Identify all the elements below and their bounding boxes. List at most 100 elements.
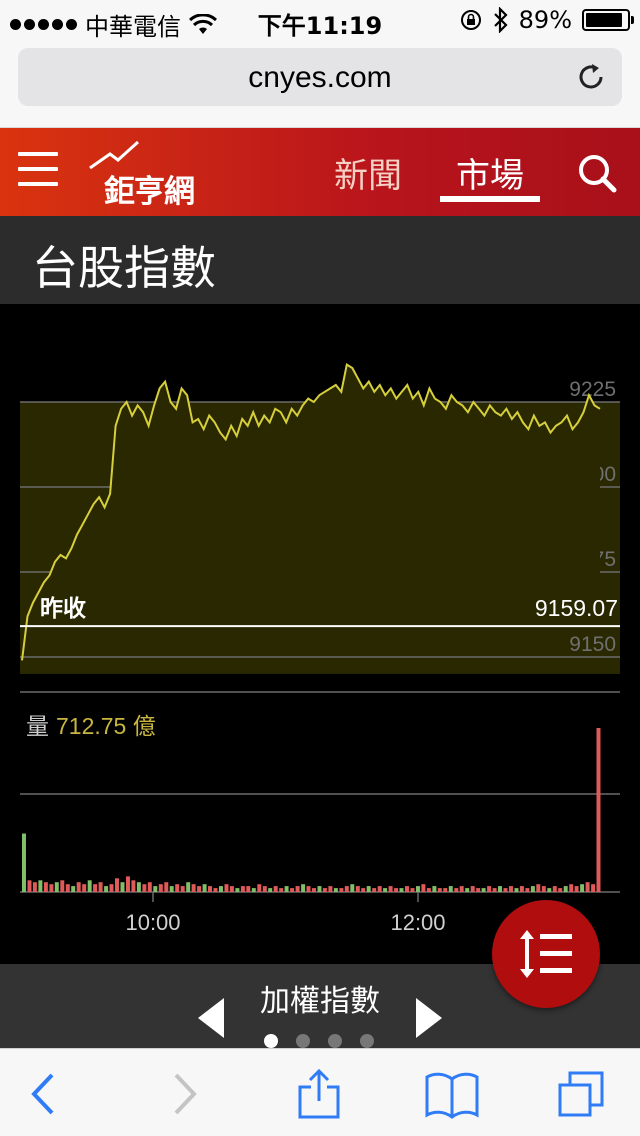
volume-bar bbox=[421, 884, 426, 892]
logo-text: 鉅亨網 bbox=[104, 174, 195, 210]
reload-icon[interactable] bbox=[574, 60, 608, 94]
previous-chart-button[interactable] bbox=[198, 998, 224, 1038]
volume-bar bbox=[279, 888, 284, 892]
tab-news[interactable]: 新聞 bbox=[334, 156, 402, 196]
volume-bar bbox=[273, 886, 278, 892]
volume-bar bbox=[295, 886, 300, 892]
chart-name: 加權指數 bbox=[260, 984, 380, 1019]
volume-bar bbox=[306, 886, 311, 892]
volume-bar bbox=[251, 888, 256, 892]
battery-percent: 89% bbox=[518, 6, 572, 34]
volume-bar bbox=[175, 884, 180, 892]
forward-icon[interactable] bbox=[158, 1069, 208, 1119]
next-chart-button[interactable] bbox=[416, 998, 442, 1038]
signal-strength-icon bbox=[10, 19, 77, 30]
volume-bar bbox=[22, 833, 26, 892]
y-tick-label: 9225 bbox=[569, 378, 616, 401]
volume-bar bbox=[476, 888, 481, 892]
x-tick-label: 12:00 bbox=[390, 910, 445, 935]
search-icon[interactable] bbox=[576, 152, 618, 194]
wifi-icon bbox=[189, 13, 217, 34]
volume-bar bbox=[525, 888, 530, 892]
volume-bar bbox=[405, 886, 409, 892]
back-icon[interactable] bbox=[22, 1069, 72, 1119]
tab-market[interactable]: 市場 bbox=[456, 156, 524, 196]
carrier-name: 中華電信 bbox=[85, 13, 181, 41]
volume-bar bbox=[153, 886, 158, 892]
volume-bar bbox=[317, 886, 322, 892]
volume-bar bbox=[383, 888, 388, 892]
url-field[interactable]: cnyes.com bbox=[18, 48, 622, 106]
volume-bar bbox=[246, 886, 251, 892]
volume-bar bbox=[591, 884, 596, 892]
volume-bar bbox=[98, 882, 103, 892]
volume-bar bbox=[519, 886, 524, 892]
volume-bar bbox=[541, 886, 546, 892]
volume-bar bbox=[465, 888, 470, 892]
volume-bar bbox=[416, 886, 420, 892]
volume-bar bbox=[240, 886, 245, 892]
volume-bar bbox=[361, 888, 366, 892]
volume-bar bbox=[268, 888, 273, 892]
volume-bar bbox=[322, 888, 327, 892]
volume-bar bbox=[394, 888, 399, 892]
volume-bar bbox=[109, 884, 114, 892]
volume-bar bbox=[372, 888, 377, 892]
page-dot[interactable] bbox=[296, 1034, 310, 1048]
sort-list-button[interactable] bbox=[492, 900, 600, 1008]
volume-bar bbox=[350, 884, 355, 892]
volume-bar bbox=[71, 886, 76, 892]
page-dot[interactable] bbox=[360, 1034, 374, 1048]
volume-bar bbox=[257, 884, 262, 892]
site-logo[interactable]: 鉅亨網 bbox=[88, 138, 208, 210]
volume-bar bbox=[142, 884, 147, 892]
price-line bbox=[21, 362, 601, 661]
volume-bar bbox=[503, 888, 508, 892]
tabs-icon[interactable] bbox=[556, 1069, 606, 1119]
battery-icon bbox=[582, 9, 634, 31]
volume-bar bbox=[219, 886, 223, 892]
previous-close-value: 9159.07 bbox=[535, 595, 618, 621]
menu-icon[interactable] bbox=[18, 152, 58, 192]
share-icon[interactable] bbox=[294, 1069, 344, 1119]
previous-close-label: 昨收 bbox=[40, 595, 86, 622]
volume-bar bbox=[443, 888, 448, 892]
volume-bar bbox=[399, 888, 404, 892]
active-tab-indicator bbox=[440, 196, 540, 202]
volume-bar bbox=[38, 880, 43, 892]
logo-chart-icon bbox=[89, 140, 140, 170]
volume-label: 量 bbox=[26, 714, 49, 740]
volume-bar bbox=[388, 886, 393, 892]
page-dot[interactable] bbox=[264, 1034, 278, 1048]
volume-bar bbox=[284, 886, 289, 892]
volume-bar bbox=[410, 888, 415, 892]
volume-bar bbox=[492, 888, 497, 892]
volume-bar bbox=[312, 888, 316, 892]
volume-bar bbox=[530, 886, 535, 892]
volume-bar bbox=[448, 886, 453, 892]
volume-bar bbox=[126, 876, 130, 892]
page-dot[interactable] bbox=[328, 1034, 342, 1048]
volume-bar bbox=[558, 888, 563, 892]
browser-toolbar bbox=[0, 1048, 640, 1136]
volume-bar bbox=[437, 888, 442, 892]
page-title: 台股指數 bbox=[32, 241, 216, 295]
volume-bar bbox=[509, 886, 513, 892]
volume-bar bbox=[213, 888, 218, 892]
volume-bar bbox=[596, 728, 601, 892]
volume-bar bbox=[136, 882, 141, 892]
volume-bar bbox=[262, 886, 267, 892]
bookmarks-icon[interactable] bbox=[424, 1069, 480, 1119]
rotation-lock-icon bbox=[460, 10, 481, 30]
volume-bar bbox=[432, 886, 437, 892]
volume-bar bbox=[65, 884, 70, 892]
volume-bar bbox=[202, 884, 207, 892]
y-tick-label: 9150 bbox=[569, 633, 616, 656]
volume-bar bbox=[229, 886, 234, 892]
volume-bar bbox=[32, 882, 37, 892]
volume-bar bbox=[169, 886, 174, 892]
volume-bar bbox=[454, 888, 459, 892]
volume-bar bbox=[147, 882, 152, 892]
